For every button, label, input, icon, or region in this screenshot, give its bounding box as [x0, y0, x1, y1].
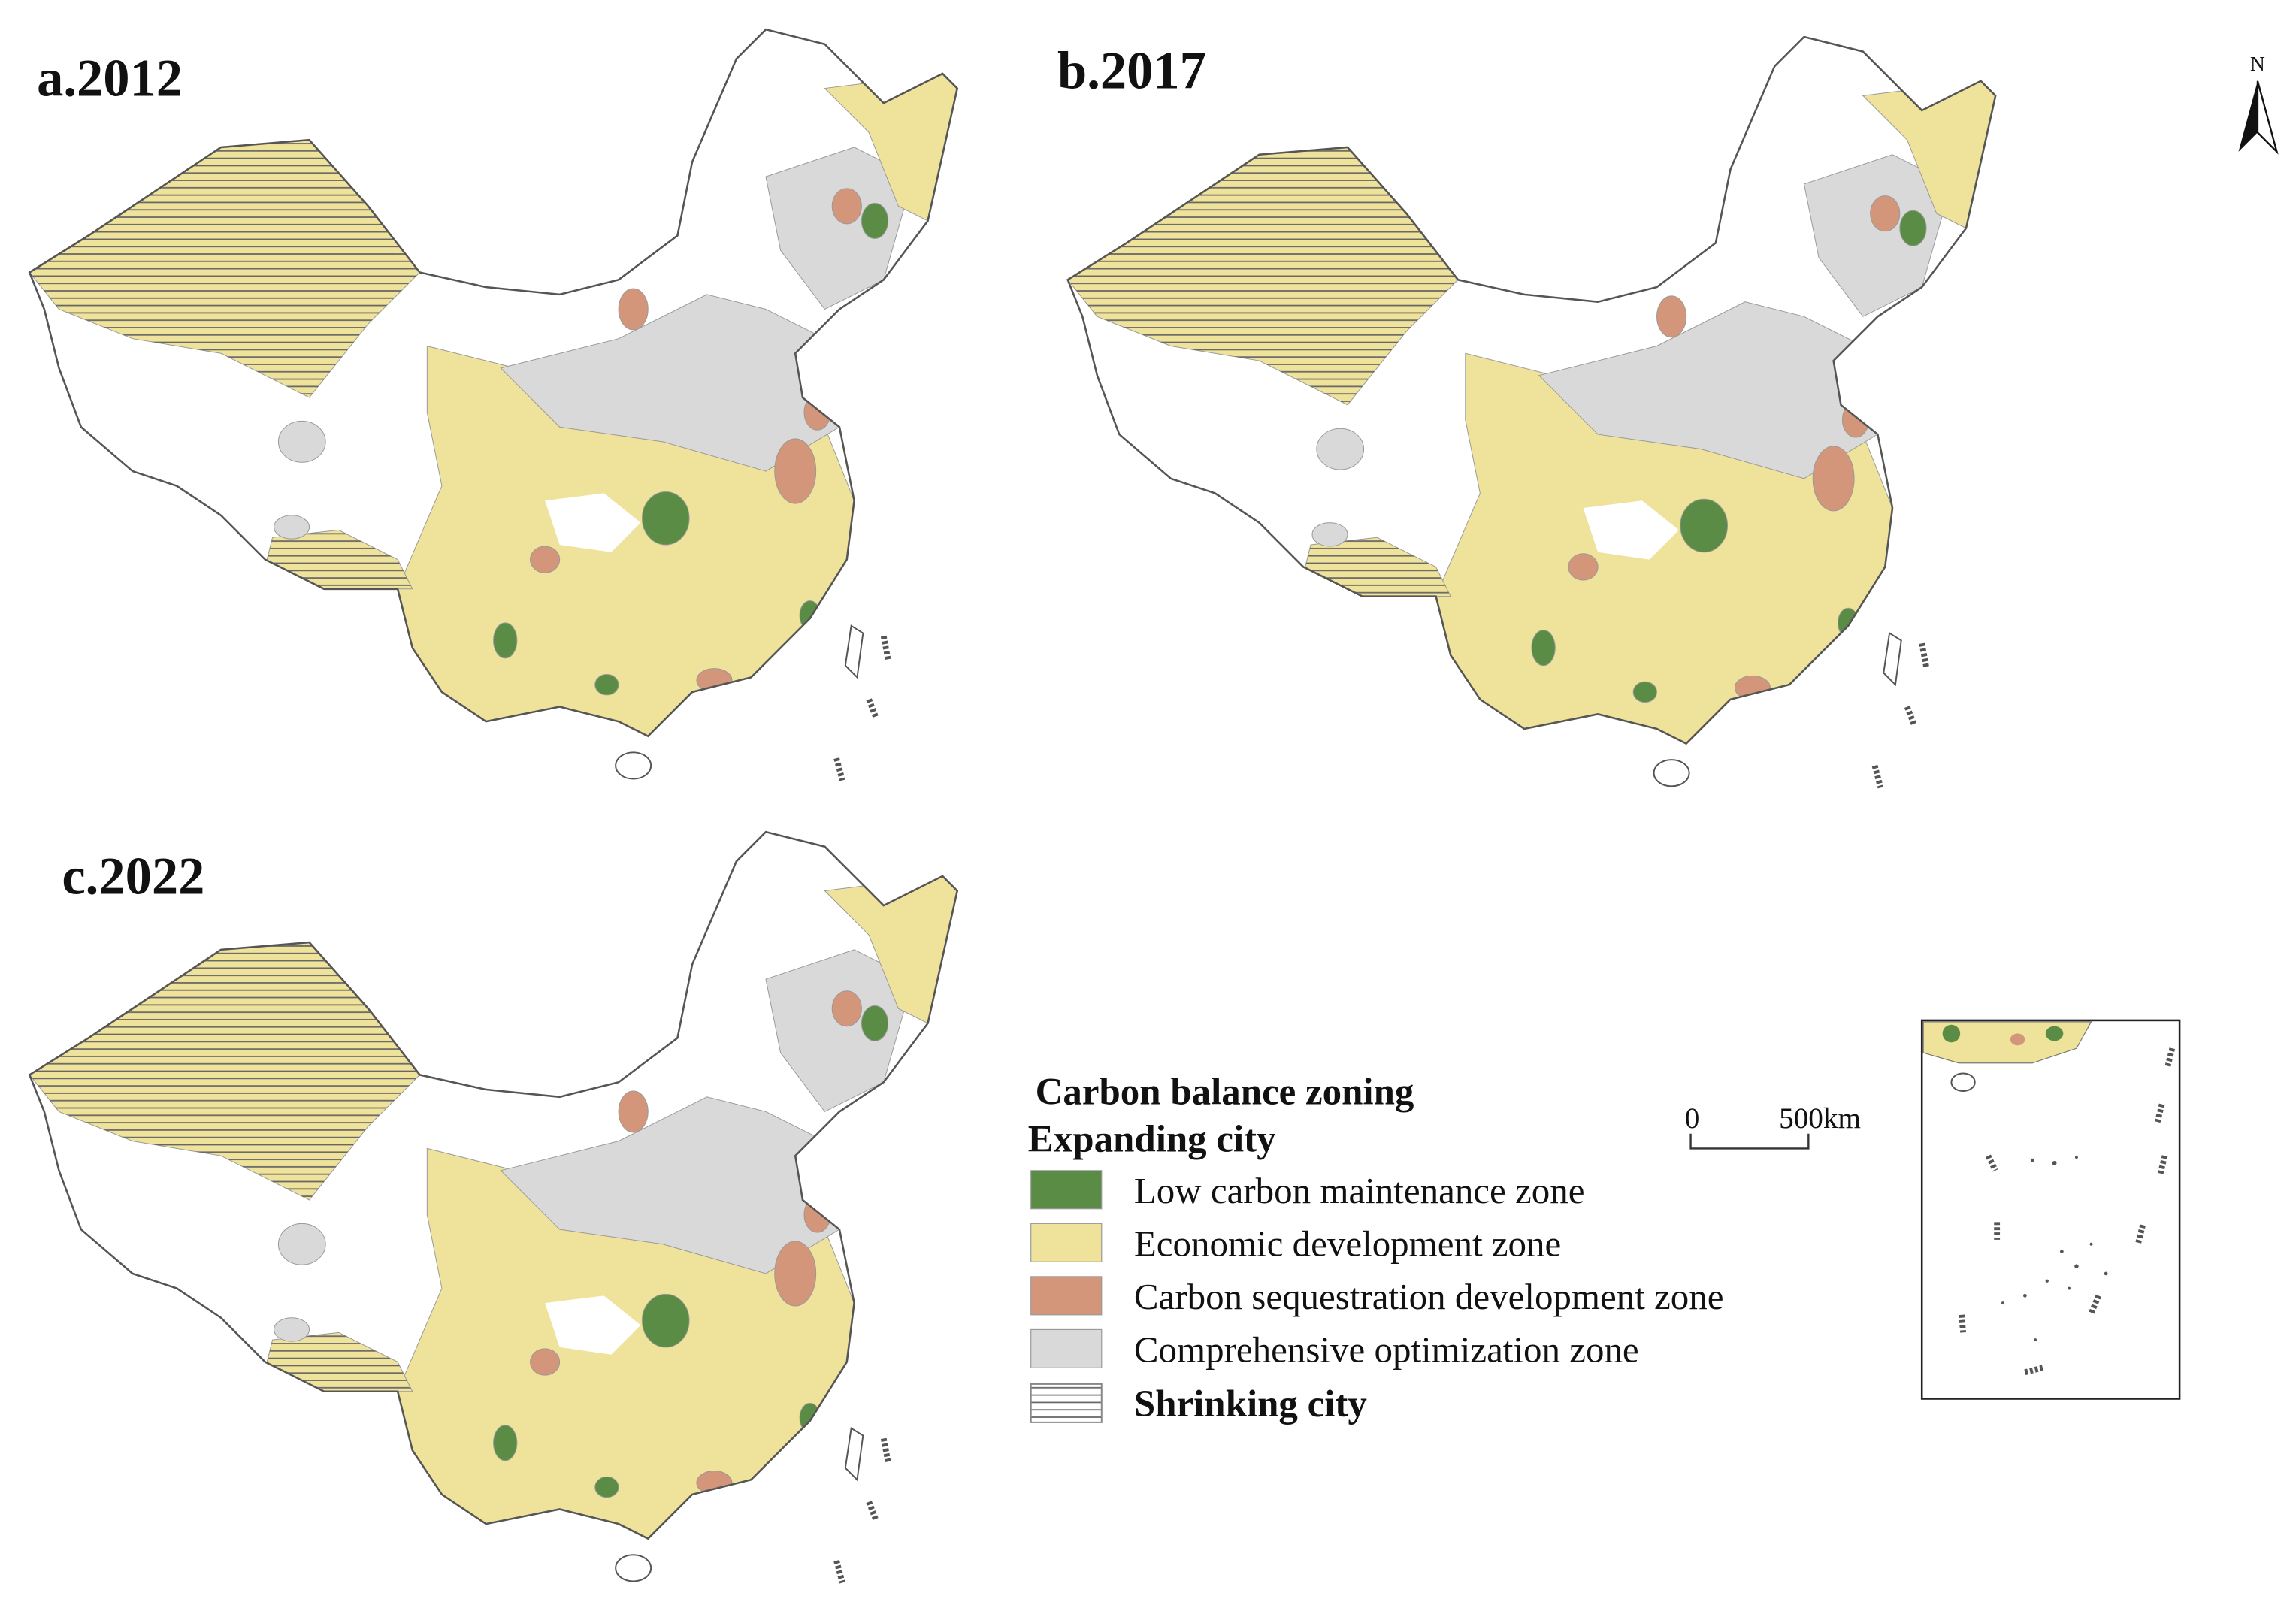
legend-subtitle: Expanding city [1028, 1118, 1276, 1160]
map-panel-c [29, 832, 957, 1582]
panel-title: b.2017 [1057, 42, 1206, 101]
legend-swatch [1030, 1170, 1103, 1210]
legend-swatch [1030, 1276, 1103, 1316]
legend-swatch [1030, 1223, 1103, 1262]
legend: Carbon balance zoning Expanding city Shr… [1028, 1072, 1724, 1425]
north-label: N [2250, 53, 2265, 75]
legend-label: Shrinking city [1134, 1383, 1367, 1425]
scale-bar: 0 500km [1685, 1102, 1861, 1150]
inset-map [1920, 1019, 2181, 1400]
legend-label: Economic development zone [1134, 1223, 1561, 1264]
map-panel-a [29, 29, 957, 780]
panel-title: c.2022 [62, 847, 204, 905]
legend-title: Carbon balance zoning [1036, 1072, 1414, 1114]
legend-swatch [1030, 1383, 1103, 1423]
scale-label: 500km [1779, 1102, 1861, 1135]
scale-label: 0 [1685, 1102, 1700, 1135]
panel-title: a.2012 [37, 49, 183, 107]
map-panel-b [1068, 37, 1995, 787]
legend-label: Comprehensive optimization zone [1134, 1329, 1639, 1371]
legend-swatch [1030, 1328, 1103, 1368]
legend-label: Carbon sequestration development zone [1134, 1276, 1724, 1317]
legend-label: Low carbon maintenance zone [1134, 1170, 1585, 1211]
north-arrow: N [2238, 53, 2279, 155]
